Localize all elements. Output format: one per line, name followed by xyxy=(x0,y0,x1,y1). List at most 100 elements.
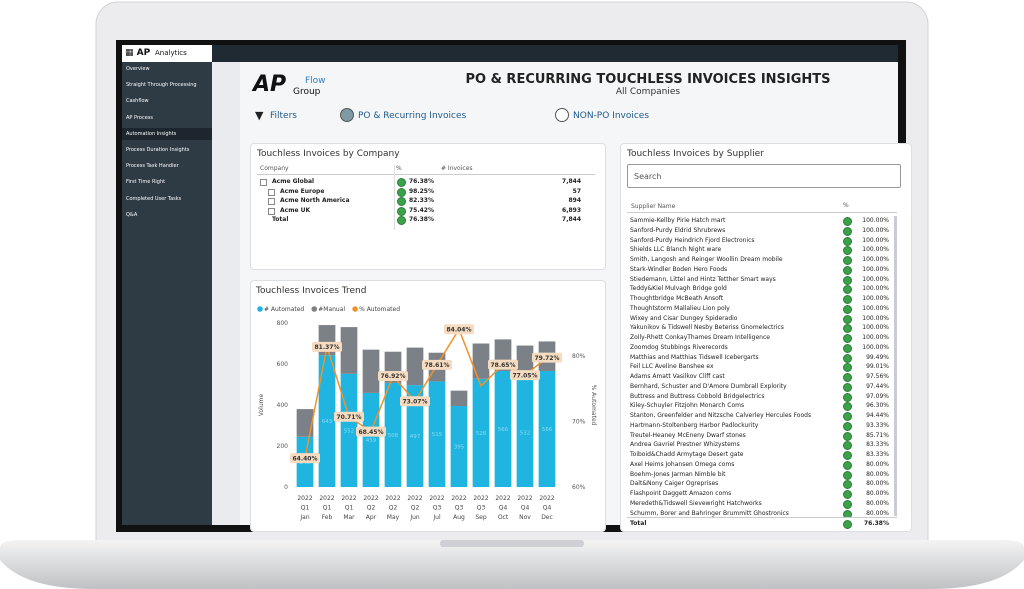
nav-item[interactable]: Automation Insights xyxy=(126,130,177,137)
y-tick-label: 200 xyxy=(277,443,289,450)
status-dot xyxy=(397,216,406,226)
status-dot xyxy=(843,275,852,285)
supplier-name: Boehm-Jones Jarman Nimble bit xyxy=(630,470,726,478)
nav-item[interactable]: Q&A xyxy=(126,211,138,218)
bar xyxy=(472,343,490,379)
top-bar xyxy=(212,45,898,62)
supplier-name: Smith, Langosh and Reinger Woollin Dream… xyxy=(630,256,783,263)
y2-axis-title: % Automated xyxy=(590,385,597,426)
value-label-bg xyxy=(378,371,408,382)
filter-icon: ▼ xyxy=(255,109,264,122)
supplier-percent: 99.49% xyxy=(866,353,889,361)
bar-value-label: 528 xyxy=(476,431,487,437)
supplier-name: Stark-Windler Boden Hero Foods xyxy=(630,265,728,273)
supplier-percent: 96.30% xyxy=(866,402,889,410)
supplier-percent: 100.00% xyxy=(862,314,889,322)
page-title: PO & RECURRING TOUCHLESS INVOICES INSIGH… xyxy=(465,72,831,87)
radio[interactable] xyxy=(340,108,354,122)
status-dot xyxy=(843,412,852,421)
bar xyxy=(472,378,490,487)
nav-item[interactable]: Process Task Handler xyxy=(126,163,179,170)
bar xyxy=(406,385,424,487)
search-box[interactable] xyxy=(627,164,901,188)
status-dot xyxy=(843,402,852,412)
supplier-total: Total xyxy=(630,520,647,527)
bar-value-label: 552 xyxy=(344,428,355,434)
value-label-bg xyxy=(400,396,430,407)
company-invoices: 7,844 xyxy=(562,178,581,185)
nav-item[interactable]: AP Process xyxy=(126,114,153,121)
bar xyxy=(340,327,358,374)
card-title: Touchless Invoices by Supplier xyxy=(627,149,764,159)
filters-button[interactable]: Filters xyxy=(270,111,297,121)
status-dot xyxy=(843,451,852,460)
status-dot xyxy=(843,304,852,314)
line-value-label: 70.71% xyxy=(337,414,362,421)
total-row-bg xyxy=(627,517,897,531)
supplier-name: Meredeth&Tidswell Sievewright Hatchworks xyxy=(630,499,762,507)
nav-item[interactable]: First Time Right xyxy=(126,179,166,186)
supplier-percent: 97.09% xyxy=(866,392,889,400)
company-percent: 76.38% xyxy=(409,178,434,185)
legend-swatch xyxy=(311,306,318,312)
supplier-name: Teddy&Kiel Mulvagh Bridge gold xyxy=(630,285,727,293)
supplier-percent: 100.00% xyxy=(862,217,889,224)
x-tick-label: 2022 Q1 Feb xyxy=(319,495,334,521)
nav-item[interactable]: Straight Through Processing xyxy=(126,82,197,89)
column-header: Company xyxy=(260,165,289,172)
nav-item[interactable]: Overview xyxy=(126,66,150,72)
status-dot xyxy=(843,334,852,343)
filter-option[interactable]: NON-PO Invoices xyxy=(573,111,650,121)
company-invoices: 894 xyxy=(568,197,581,205)
supplier-percent: 100.00% xyxy=(862,285,889,293)
value-label-bg xyxy=(290,453,320,464)
col-rule xyxy=(394,165,395,230)
value-label-bg xyxy=(356,426,386,437)
value-label-bg xyxy=(488,359,518,370)
bar-value-label: 508 xyxy=(388,433,399,439)
company-name: Acme Europe xyxy=(280,187,325,195)
company-invoices: 6,893 xyxy=(562,206,581,214)
nav-item[interactable]: Cashflow xyxy=(126,98,149,105)
supplier-percent: 100.00% xyxy=(862,275,889,283)
status-dot xyxy=(843,295,852,304)
logo-flow: Flow xyxy=(305,76,326,86)
header-rule xyxy=(627,212,897,213)
trend-chart: Touchless Invoices Trend # Automated #Manu… xyxy=(255,286,597,521)
filter-option[interactable]: PO & Recurring Invoices xyxy=(358,111,467,121)
status-dot xyxy=(843,490,852,499)
bar-value-label: 643 xyxy=(322,419,333,425)
supplier-percent: 80.00% xyxy=(866,480,889,488)
supplier-percent: 100.00% xyxy=(862,256,889,263)
company-invoices: 57 xyxy=(572,187,581,195)
bar xyxy=(450,406,468,487)
supplier-name: Buttress and Buttress Cobbold Bridgelect… xyxy=(630,392,765,400)
legend-label: # Automated xyxy=(264,306,304,313)
supplier-name: Stanton, Greenfelder and Nitzsche Calver… xyxy=(630,412,812,419)
status-dot xyxy=(843,363,852,373)
status-dot xyxy=(397,187,406,197)
line-value-label: 64.40% xyxy=(293,455,318,462)
nav-active xyxy=(122,127,212,140)
line-value-label: 84.04% xyxy=(447,326,472,333)
status-dot xyxy=(843,217,852,226)
status-dot xyxy=(843,431,852,441)
nav-item[interactable]: Completed User Tasks xyxy=(126,195,182,202)
brand-name: Analytics xyxy=(155,49,187,57)
supplier-percent: 97.44% xyxy=(866,382,889,390)
x-tick-label: 2022 Q1 Jan xyxy=(297,495,312,521)
page-subtitle: All Companies xyxy=(615,87,681,97)
nav-item[interactable]: Process Duration Insights xyxy=(126,147,190,153)
bar-value-label: 532 xyxy=(520,430,531,436)
radio[interactable] xyxy=(555,108,569,122)
status-dot xyxy=(397,197,406,207)
y-tick-label: 400 xyxy=(277,402,289,409)
line-value-label: 76.92% xyxy=(381,373,406,380)
supplier-card: Touchless Invoices by Supplier Search Supp… xyxy=(620,143,912,532)
status-dot xyxy=(843,499,852,509)
status-dot xyxy=(843,226,852,236)
app-header: ▦ AP Analytics xyxy=(122,45,212,62)
company-percent: 98.25% xyxy=(409,187,434,195)
value-label-bg xyxy=(312,341,342,352)
